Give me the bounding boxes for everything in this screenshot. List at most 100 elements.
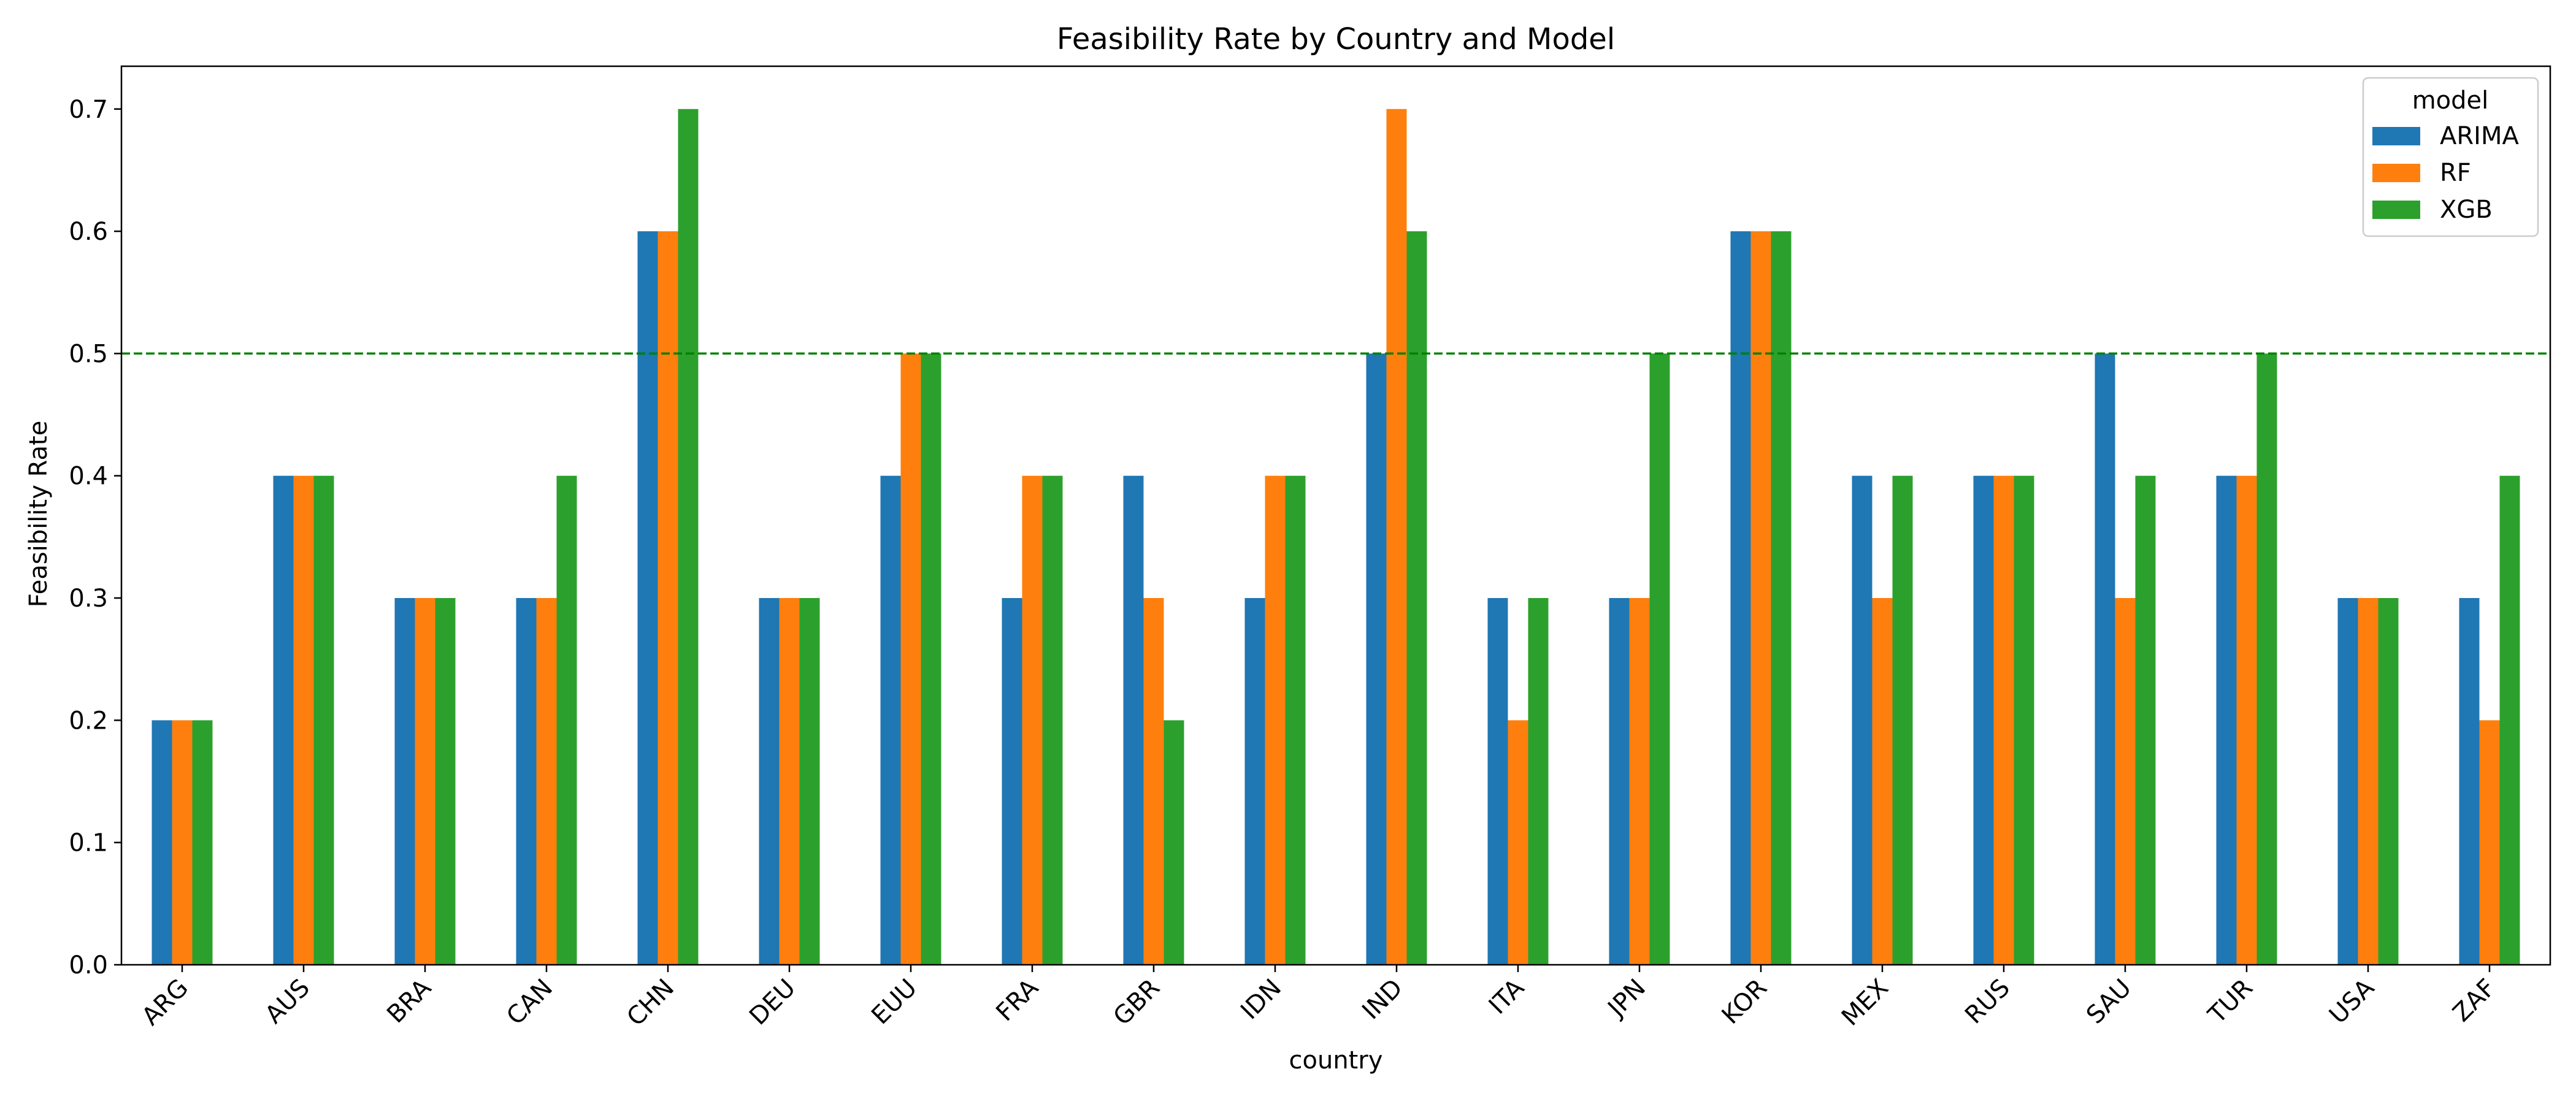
bar-arima-aus <box>273 475 294 965</box>
bar-xgb-kor <box>1771 231 1792 965</box>
y-tick-label: 0.5 <box>69 340 108 368</box>
bar-arima-fra <box>1002 598 1022 965</box>
y-tick-label: 0.0 <box>69 951 108 979</box>
bar-arima-ind <box>1366 353 1387 965</box>
legend-swatch-rf <box>2372 164 2420 182</box>
bar-xgb-ind <box>1406 231 1427 965</box>
x-tick-label: KOR <box>1717 974 1773 1030</box>
x-tick-label: DEU <box>744 974 801 1031</box>
y-tick-label: 0.1 <box>69 829 108 857</box>
bar-rf-sau <box>2115 598 2136 965</box>
bar-xgb-arg <box>192 720 213 965</box>
bar-rf-aus <box>293 475 314 965</box>
bar-arima-arg <box>151 720 172 965</box>
x-tick-label: JPN <box>1601 974 1651 1024</box>
bar-xgb-fra <box>1042 475 1063 965</box>
x-axis-label: country <box>1289 1046 1383 1075</box>
bar-xgb-gbr <box>1163 720 1184 965</box>
bar-rf-idn <box>1265 475 1286 965</box>
bar-xgb-tur <box>2256 353 2277 965</box>
y-tick-label: 0.6 <box>69 218 108 246</box>
x-tick-label: SAU <box>2081 974 2137 1030</box>
bar-arima-chn <box>637 231 658 965</box>
bar-rf-tur <box>2236 475 2257 965</box>
bar-arima-kor <box>1730 231 1751 965</box>
x-tick-label: FRA <box>991 973 1044 1027</box>
y-tick-label: 0.4 <box>69 462 108 491</box>
bar-xgb-sau <box>2135 475 2156 965</box>
legend-swatch-xgb <box>2372 201 2420 219</box>
bar-rf-euu <box>900 353 921 965</box>
x-tick-label: RUS <box>1960 974 2015 1030</box>
bar-arima-usa <box>2337 598 2358 965</box>
x-tick-label: TUR <box>2202 974 2258 1030</box>
bar-xgb-chn <box>678 109 699 965</box>
bar-xgb-mex <box>1892 475 1913 965</box>
x-tick-label: BRA <box>381 973 437 1029</box>
bar-rf-gbr <box>1143 598 1164 965</box>
bar-rf-ita <box>1508 720 1528 965</box>
legend-label-xgb: XGB <box>2440 196 2493 224</box>
bar-xgb-can <box>556 475 577 965</box>
bar-rf-fra <box>1022 475 1043 965</box>
x-tick-label: MEX <box>1836 974 1894 1032</box>
bar-xgb-bra <box>435 598 456 965</box>
bar-rf-arg <box>172 720 193 965</box>
bar-xgb-usa <box>2378 598 2399 965</box>
bar-arima-rus <box>1973 475 1994 965</box>
y-axis: 0.0 0.1 0.2 0.3 0.4 0.5 0.6 0.7 <box>69 96 121 979</box>
y-axis-label: Feasibility Rate <box>25 421 53 607</box>
x-tick-label: ITA <box>1484 973 1530 1020</box>
bar-xgb-euu <box>921 353 941 965</box>
x-axis: ARG AUS BRA CAN CHN DEU EUU FRA GBR IDN IND ITA JPN K… <box>137 965 2501 1032</box>
legend-title: model <box>2412 86 2489 115</box>
bar-arima-can <box>516 598 537 965</box>
bar-rf-kor <box>1750 231 1771 965</box>
x-tick-label: ARG <box>137 974 194 1031</box>
x-tick-label: IND <box>1357 974 1408 1025</box>
bar-rf-zaf <box>2479 720 2500 965</box>
legend-label-rf: RF <box>2440 159 2471 187</box>
bar-xgb-jpn <box>1649 353 1670 965</box>
bar-rf-rus <box>1993 475 2014 965</box>
bar-rf-chn <box>657 231 678 965</box>
bar-xgb-ita <box>1528 598 1549 965</box>
x-tick-label: CHN <box>621 974 680 1032</box>
bar-xgb-deu <box>799 598 820 965</box>
bars-layer <box>151 109 2520 965</box>
bar-arima-gbr <box>1123 475 1144 965</box>
y-tick-label: 0.2 <box>69 707 108 735</box>
x-tick-label: GBR <box>1108 974 1166 1032</box>
bar-xgb-idn <box>1285 475 1306 965</box>
bar-rf-deu <box>779 598 800 965</box>
bar-arima-jpn <box>1609 598 1630 965</box>
y-tick-label: 0.3 <box>69 585 108 613</box>
bar-arima-zaf <box>2459 598 2480 965</box>
bar-rf-bra <box>415 598 435 965</box>
bar-xgb-rus <box>2014 475 2034 965</box>
x-tick-label: USA <box>2324 973 2380 1030</box>
bar-arima-tur <box>2216 475 2237 965</box>
bar-xgb-aus <box>313 475 334 965</box>
bar-rf-jpn <box>1629 598 1650 965</box>
bar-rf-mex <box>1872 598 1893 965</box>
legend-label-arima: ARIMA <box>2440 122 2519 150</box>
bar-arima-euu <box>880 475 901 965</box>
y-tick-label: 0.7 <box>69 96 108 124</box>
x-tick-label: AUS <box>260 974 316 1030</box>
x-tick-label: CAN <box>501 974 558 1031</box>
bar-arima-bra <box>394 598 415 965</box>
legend-swatch-arima <box>2372 127 2420 145</box>
bar-arima-deu <box>759 598 780 965</box>
chart-title: Feasibility Rate by Country and Model <box>1057 22 1615 56</box>
x-tick-label: ZAF <box>2448 974 2502 1028</box>
bar-arima-mex <box>1852 475 1873 965</box>
bar-rf-usa <box>2358 598 2379 965</box>
legend-frame <box>2362 77 2539 237</box>
plot-frame <box>120 65 2551 966</box>
legend: model ARIMA RF XGB <box>2362 77 2539 237</box>
bar-rf-ind <box>1386 109 1407 965</box>
bar-arima-ita <box>1487 598 1508 965</box>
